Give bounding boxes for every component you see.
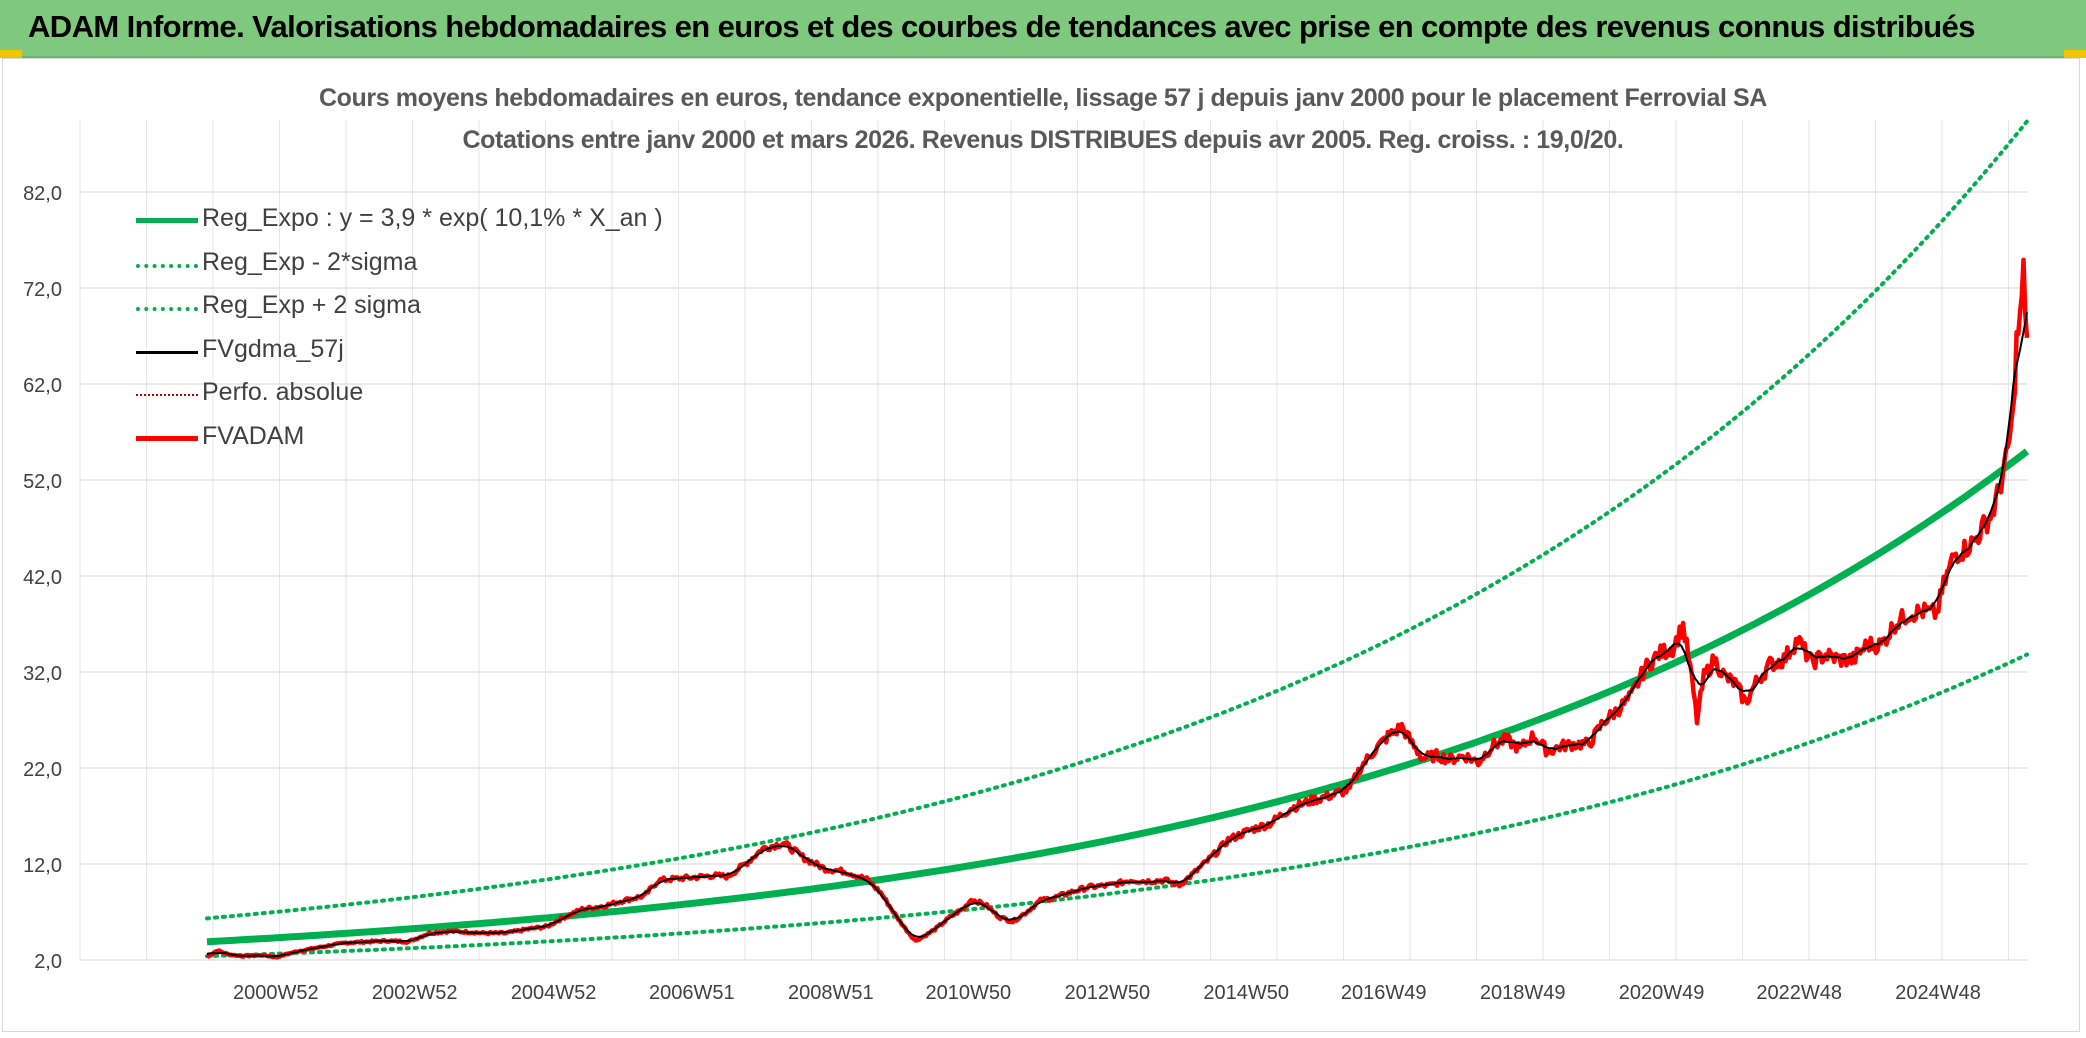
legend-label-perfo-absolue: Perfo. absolue [202, 378, 364, 407]
banner-corner-right [2064, 50, 2086, 58]
x-tick-label: 2016W49 [1341, 982, 1427, 1004]
chart-series [205, 119, 2030, 960]
series-reg-exp-minus-2sigma [205, 652, 2029, 959]
report-banner: ADAM Informe. Valorisations hebdomadaire… [0, 0, 2086, 58]
series-fvgdma-57j [206, 312, 2028, 958]
chart-title-line2: Cotations entre janv 2000 et mars 2026. … [462, 126, 1624, 154]
banner-corner-left [0, 50, 22, 58]
x-tick-label: 2020W49 [1619, 982, 1705, 1004]
x-tick-label: 2006W51 [649, 982, 735, 1004]
y-tick-label: 62,0 [23, 375, 62, 397]
legend-swatch-reg-exp-minus [136, 263, 198, 268]
legend-swatch-perfo-absolue [136, 394, 198, 397]
x-tick-label: 2018W49 [1480, 982, 1566, 1004]
x-tick-label: 2002W52 [372, 982, 458, 1004]
x-tick-label: 2000W52 [233, 982, 319, 1004]
x-tick-label: 2010W50 [926, 982, 1012, 1004]
y-tick-label: 52,0 [23, 471, 62, 493]
legend-swatch-fvadam [136, 435, 198, 441]
chart-area [2, 58, 2080, 1032]
legend-label-fvadam: FVADAM [202, 421, 305, 450]
y-tick-label: 12,0 [23, 855, 62, 877]
chart-title-line1: Cours moyens hebdomadaires en euros, ten… [319, 84, 1767, 112]
legend-label-fvgdma: FVgdma_57j [202, 334, 344, 363]
y-tick-label: 2,0 [34, 951, 62, 973]
chart-axis-ticks: 2,0 12,0 22,0 32,0 42,0 52,0 62,0 72,0 82,0 2000W… [23, 183, 1981, 1004]
legend-swatch-reg-expo [136, 218, 198, 223]
x-tick-label: 2024W48 [1895, 982, 1981, 1004]
y-tick-label: 72,0 [23, 279, 62, 301]
y-tick-label: 32,0 [23, 663, 62, 685]
legend-swatch-reg-exp-plus [136, 307, 198, 312]
y-tick-label: 82,0 [23, 183, 62, 205]
legend-swatch-fvgdma [136, 350, 198, 354]
series-fvadam [205, 257, 2030, 960]
x-tick-label: 2004W52 [511, 982, 597, 1004]
x-tick-label: 2022W48 [1756, 982, 1842, 1004]
x-tick-label: 2012W50 [1064, 982, 1150, 1004]
report-title: ADAM Informe. Valorisations hebdomadaire… [28, 9, 1975, 44]
x-tick-label: 2014W50 [1203, 982, 1289, 1004]
legend-label-reg-exp-minus: Reg_Exp - 2*sigma [202, 247, 418, 276]
legend-label-reg-exp-plus: Reg_Exp + 2 sigma [202, 291, 421, 320]
series-reg-expo [206, 448, 2030, 946]
y-tick-label: 42,0 [23, 567, 62, 589]
legend-label-reg-expo: Reg_Expo : y = 3,9 * exp( 10,1% * X_an ) [202, 204, 663, 232]
series-reg-exp-plus-2sigma [205, 119, 2029, 921]
x-tick-label: 2008W51 [788, 982, 874, 1004]
y-tick-label: 22,0 [23, 759, 62, 781]
chart-gridlines [79, 120, 2027, 961]
